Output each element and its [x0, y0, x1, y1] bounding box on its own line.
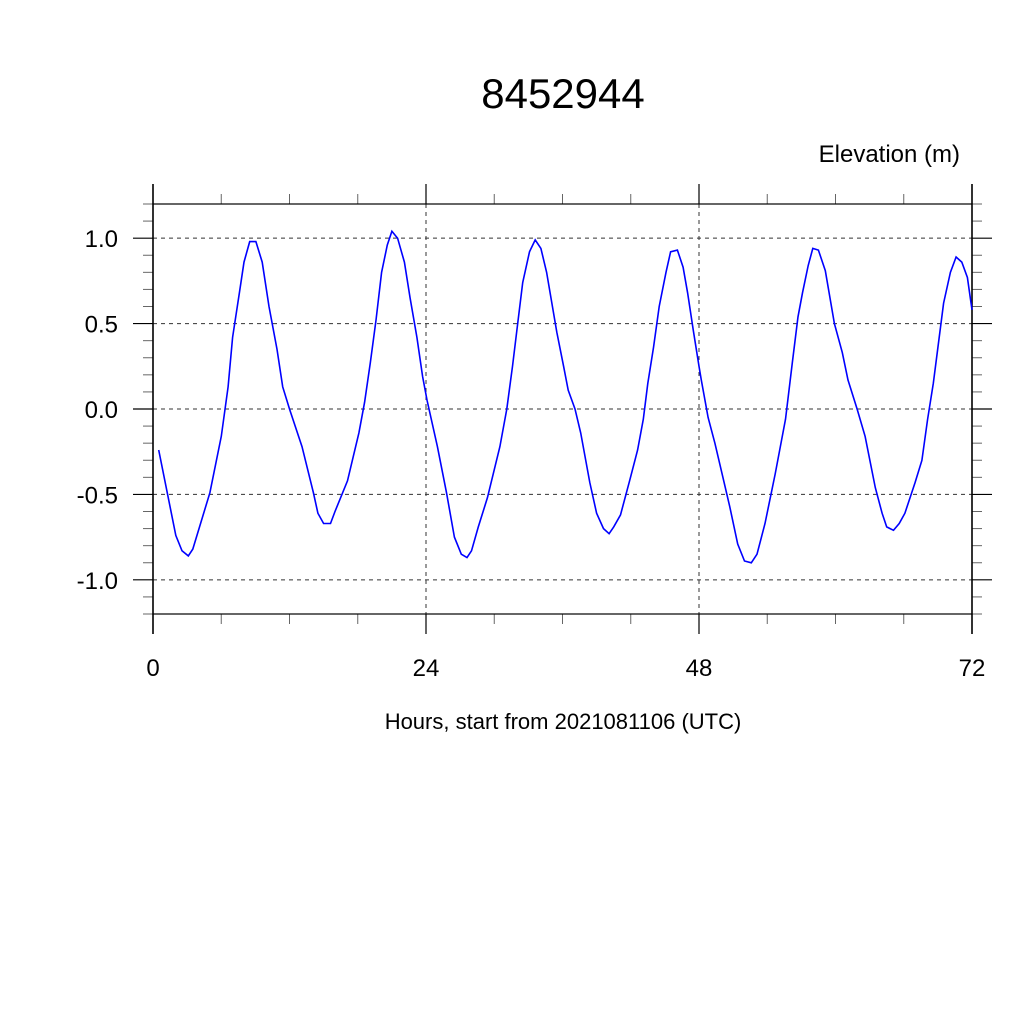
axis-ticks [133, 184, 992, 634]
y-tick-label: 0.0 [85, 397, 118, 424]
x-tick-label: 72 [959, 655, 986, 682]
x-tick-label: 24 [413, 655, 440, 682]
y-tick-label: 1.0 [85, 226, 118, 253]
chart-title: 8452944 [481, 70, 645, 117]
series-line-elevation [157, 229, 973, 564]
x-tick-label: 0 [146, 655, 159, 682]
y-axis-label: Elevation (m) [819, 141, 960, 168]
y-tick-label: 0.5 [85, 312, 118, 339]
grid-lines [153, 204, 972, 614]
y-tick-label: -1.0 [77, 568, 118, 595]
x-axis-label: Hours, start from 2021081106 (UTC) [385, 709, 742, 734]
y-tick-label: -0.5 [77, 482, 118, 509]
tick-labels: -1.0 -0.5 0.0 0.5 1.0 0 24 48 72 [77, 226, 986, 682]
x-tick-label: 48 [686, 655, 713, 682]
